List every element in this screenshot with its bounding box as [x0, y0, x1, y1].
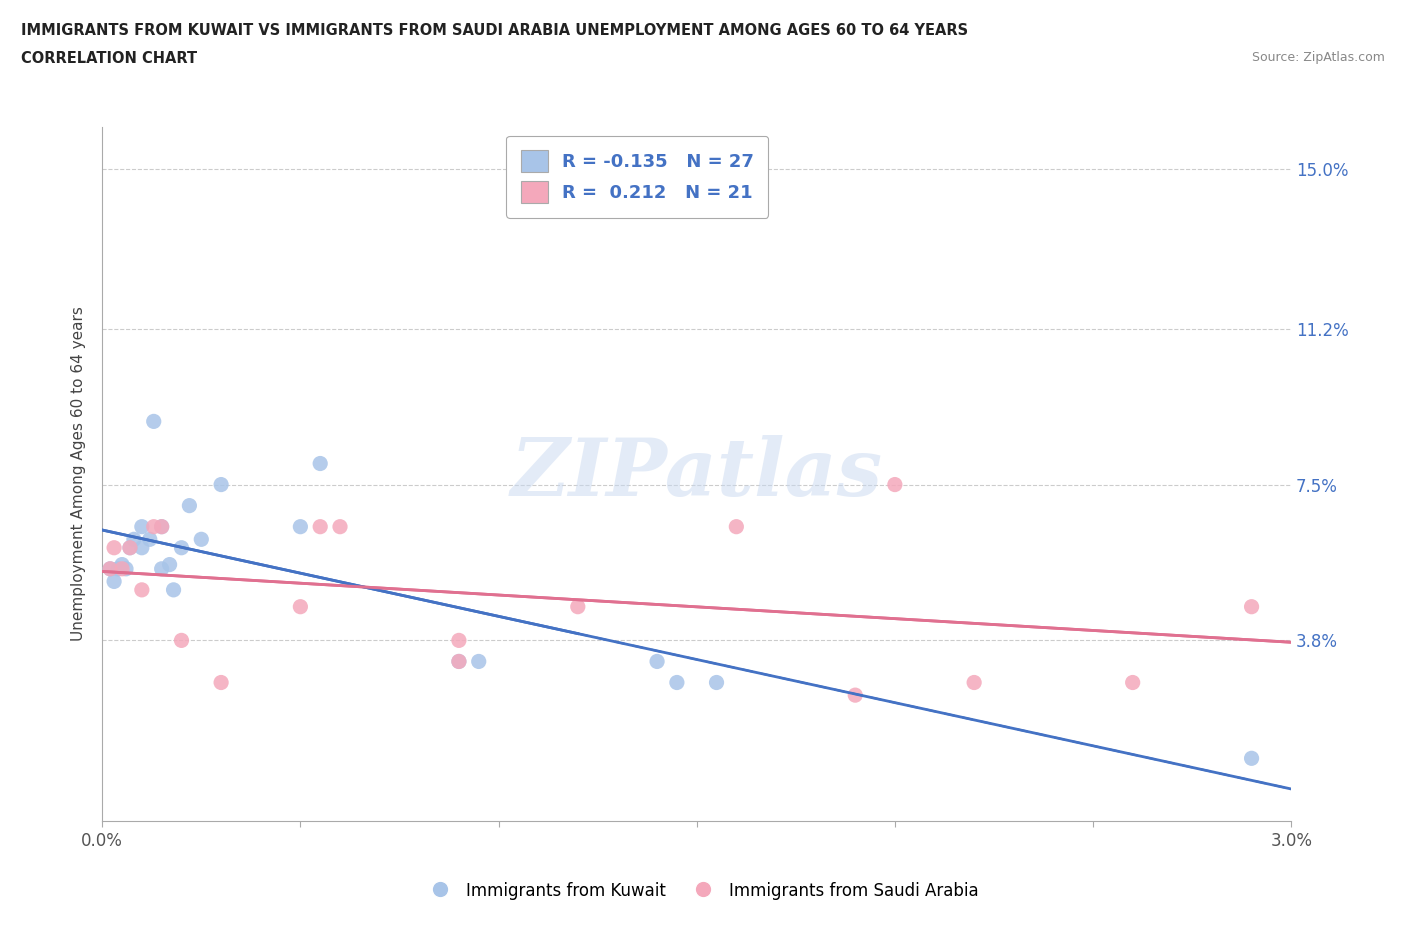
Point	[142, 519, 165, 534]
Point	[122, 532, 145, 547]
Point	[309, 519, 332, 534]
Point	[447, 633, 470, 648]
Point	[111, 562, 134, 577]
Point	[179, 498, 201, 513]
Point	[103, 574, 125, 589]
Point	[170, 540, 193, 555]
Point	[162, 582, 184, 597]
Point	[844, 687, 866, 702]
Point	[209, 675, 232, 690]
Point	[963, 675, 986, 690]
Point	[131, 582, 153, 597]
Text: IMMIGRANTS FROM KUWAIT VS IMMIGRANTS FROM SAUDI ARABIA UNEMPLOYMENT AMONG AGES 6: IMMIGRANTS FROM KUWAIT VS IMMIGRANTS FRO…	[21, 23, 969, 38]
Point	[190, 532, 212, 547]
Point	[139, 532, 162, 547]
Point	[467, 654, 489, 669]
Point	[1240, 599, 1263, 614]
Point	[118, 540, 141, 555]
Point	[290, 599, 312, 614]
Point	[706, 675, 728, 690]
Point	[131, 519, 153, 534]
Text: Source: ZipAtlas.com: Source: ZipAtlas.com	[1251, 51, 1385, 64]
Point	[150, 519, 173, 534]
Point	[883, 477, 905, 492]
Text: ZIPatlas: ZIPatlas	[510, 435, 883, 512]
Point	[567, 599, 589, 614]
Point	[170, 633, 193, 648]
Point	[150, 519, 173, 534]
Point	[98, 562, 121, 577]
Point	[118, 540, 141, 555]
Y-axis label: Unemployment Among Ages 60 to 64 years: Unemployment Among Ages 60 to 64 years	[72, 307, 86, 642]
Point	[115, 562, 138, 577]
Legend: Immigrants from Kuwait, Immigrants from Saudi Arabia: Immigrants from Kuwait, Immigrants from …	[420, 874, 986, 908]
Point	[309, 456, 332, 471]
Point	[1122, 675, 1144, 690]
Point	[103, 540, 125, 555]
Point	[159, 557, 181, 572]
Point	[142, 414, 165, 429]
Point	[209, 477, 232, 492]
Point	[645, 654, 668, 669]
Point	[107, 562, 129, 577]
Text: CORRELATION CHART: CORRELATION CHART	[21, 51, 197, 66]
Point	[98, 562, 121, 577]
Point	[725, 519, 748, 534]
Point	[111, 557, 134, 572]
Point	[665, 675, 688, 690]
Point	[1240, 751, 1263, 765]
Point	[131, 540, 153, 555]
Point	[329, 519, 352, 534]
Legend: R = -0.135   N = 27, R =  0.212   N = 21: R = -0.135 N = 27, R = 0.212 N = 21	[506, 136, 769, 218]
Point	[447, 654, 470, 669]
Point	[447, 654, 470, 669]
Point	[150, 562, 173, 577]
Point	[290, 519, 312, 534]
